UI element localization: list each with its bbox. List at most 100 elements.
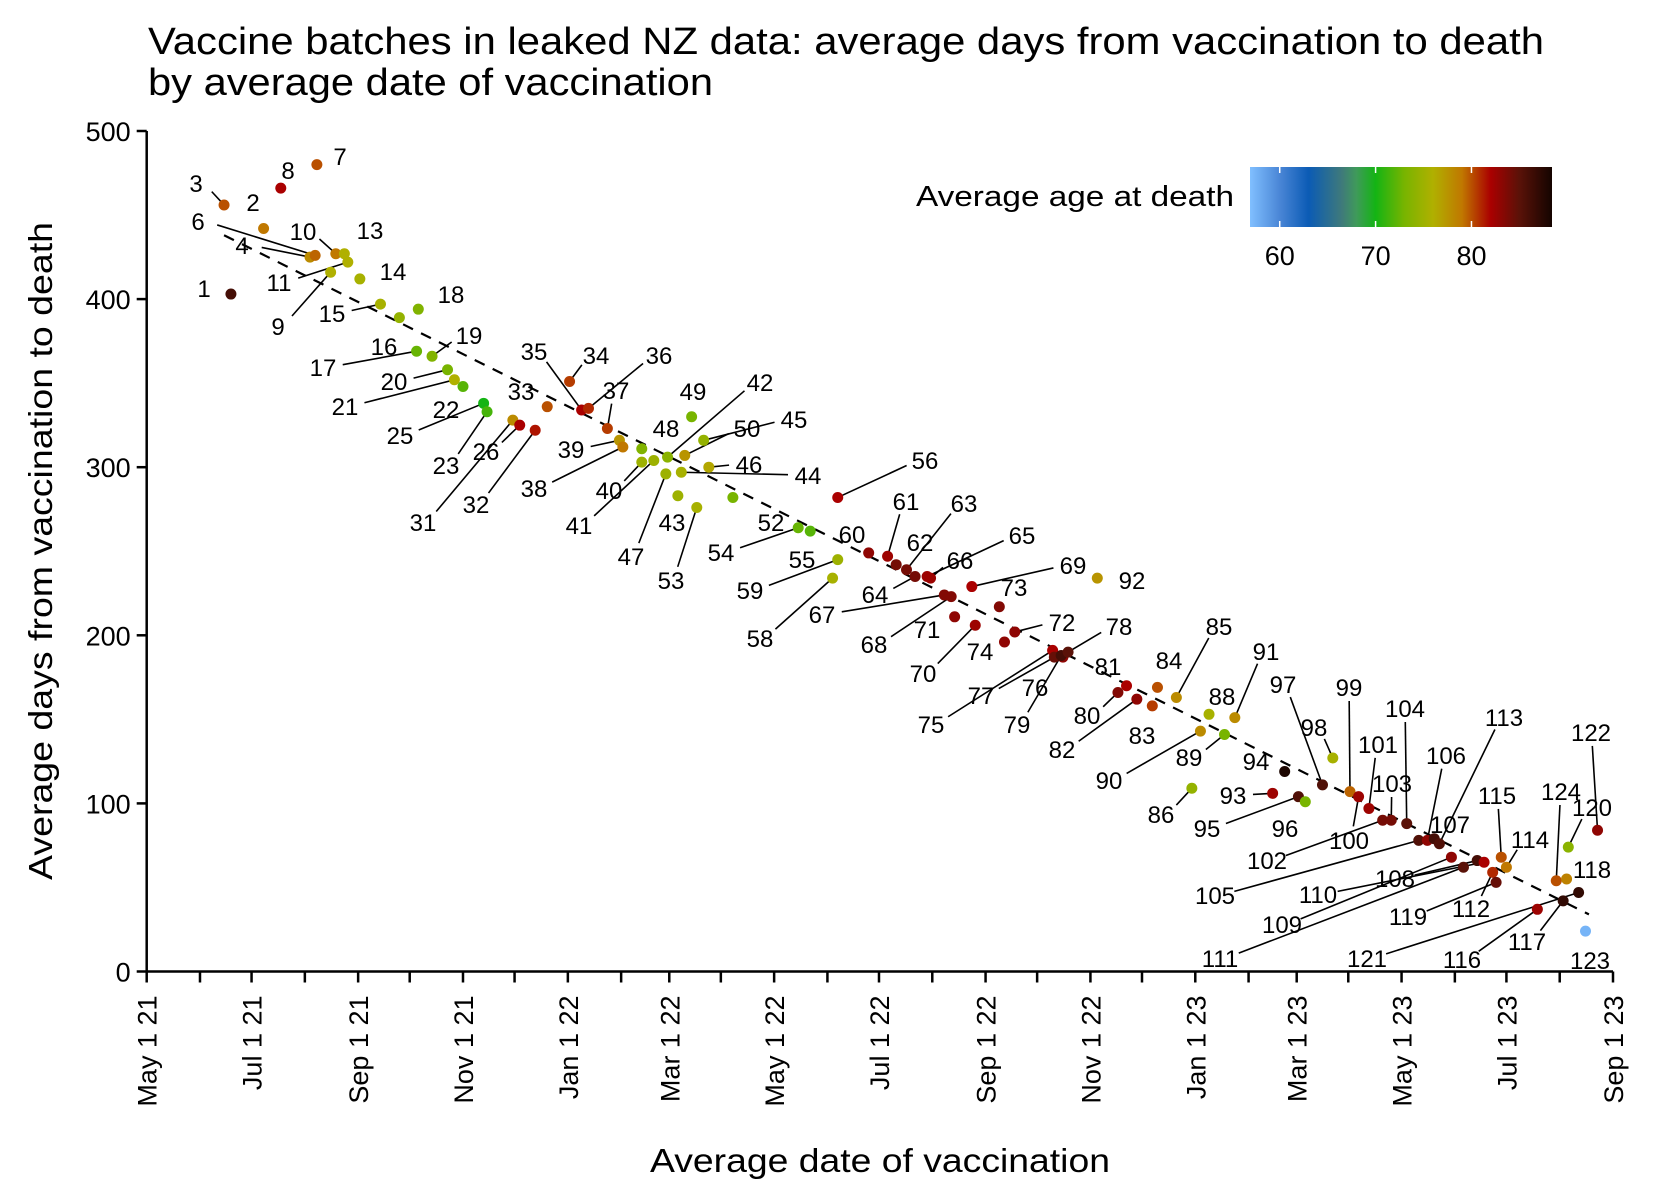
data-point (966, 581, 978, 593)
point-label: 75 (918, 712, 945, 739)
leader-line (1300, 856, 1452, 920)
point-label: 122 (1571, 720, 1611, 747)
point-label: 46 (736, 452, 763, 479)
data-point (1490, 876, 1502, 888)
legend-tick-label: 60 (1265, 241, 1295, 271)
data-point (827, 572, 839, 584)
point-label: 79 (1004, 712, 1031, 739)
leader-line (551, 446, 624, 483)
point-label: 84 (1156, 648, 1183, 675)
point-label: 85 (1206, 614, 1233, 641)
data-point (1579, 925, 1591, 937)
point-label: 69 (1060, 553, 1087, 580)
leader-line (947, 649, 1054, 718)
point-label: 50 (734, 416, 761, 443)
leader-line (774, 577, 834, 630)
point-label: 35 (521, 339, 548, 366)
leader-line (1555, 804, 1561, 881)
point-label: 86 (1148, 802, 1175, 829)
leader-line (1234, 663, 1259, 718)
leader-line (364, 379, 455, 404)
data-point (1531, 903, 1543, 915)
point-label: 105 (1195, 883, 1235, 910)
leader-line (998, 656, 1055, 690)
y-tick-label: 100 (86, 789, 131, 819)
leader-line (676, 507, 698, 568)
data-point (481, 406, 493, 418)
point-label: 49 (680, 379, 707, 406)
point-label: 38 (521, 476, 548, 503)
point-label: 13 (357, 218, 384, 245)
leader-line (413, 368, 448, 379)
data-point (478, 397, 490, 409)
data-point (1433, 838, 1445, 850)
data-point (1151, 681, 1163, 693)
point-label: 55 (789, 547, 816, 574)
data-point (636, 456, 648, 468)
data-points (218, 159, 1604, 937)
leader-line (342, 350, 417, 366)
point-label: 44 (795, 463, 822, 490)
point-label: 26 (473, 439, 500, 466)
leader-line (545, 361, 583, 411)
point-label: 107 (1430, 812, 1470, 839)
data-point (1377, 814, 1389, 826)
data-point (686, 411, 698, 423)
data-point (393, 312, 405, 324)
data-point (900, 564, 912, 576)
data-point (354, 273, 366, 285)
data-point (374, 298, 386, 310)
point-label: 103 (1372, 771, 1412, 798)
data-point (457, 381, 469, 393)
x-tick-label: Jul 1 21 (238, 996, 268, 1091)
point-label: 18 (438, 282, 465, 309)
leader-line (1027, 655, 1062, 713)
data-point (1091, 572, 1103, 584)
point-label: 119 (1389, 904, 1427, 931)
data-point (1592, 824, 1604, 836)
leader-line (457, 411, 488, 455)
point-label: 71 (914, 617, 941, 644)
point-label: 116 (1443, 947, 1481, 974)
point-label: 77 (968, 683, 995, 710)
point-label: 47 (618, 544, 645, 571)
data-point (617, 441, 629, 453)
point-label: 118 (1573, 857, 1611, 884)
label-leader-lines (211, 191, 1599, 955)
leader-line (1067, 631, 1102, 653)
x-tick-label: May 1 21 (133, 996, 163, 1107)
point-label: 115 (1478, 783, 1516, 810)
point-label: 80 (1074, 703, 1101, 730)
point-label: 100 (1329, 828, 1369, 855)
point-label: 3 (189, 171, 202, 198)
data-point (342, 256, 354, 268)
data-point (1401, 818, 1413, 830)
leader-line (1126, 730, 1201, 775)
leader-line (1591, 745, 1599, 831)
point-label: 110 (1299, 882, 1337, 909)
data-point (514, 419, 526, 431)
data-point (1299, 796, 1311, 808)
data-point (275, 182, 287, 194)
leader-line (1404, 721, 1408, 824)
point-label: 66 (947, 548, 974, 575)
point-label: 98 (1301, 715, 1328, 742)
data-point (325, 266, 337, 278)
point-label: 117 (1508, 929, 1546, 956)
point-label: 102 (1247, 848, 1287, 875)
data-point (426, 350, 438, 362)
point-label: 92 (1119, 568, 1146, 595)
point-label: 65 (1009, 523, 1036, 550)
data-point (832, 491, 844, 503)
point-label: 53 (658, 568, 685, 595)
point-label: 90 (1096, 768, 1123, 795)
y-tick-label: 500 (86, 117, 131, 147)
data-point (1344, 786, 1356, 798)
data-point (258, 222, 270, 234)
data-point (1279, 765, 1291, 777)
data-point (691, 502, 703, 514)
data-point (1203, 708, 1215, 720)
data-point (1573, 886, 1585, 898)
x-tick-label: May 1 22 (760, 996, 790, 1107)
leader-line (681, 471, 789, 476)
